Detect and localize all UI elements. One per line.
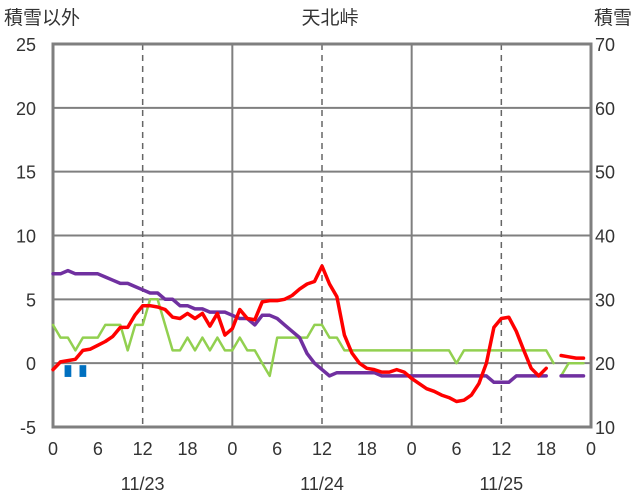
x-tick-label: 18 xyxy=(357,439,377,459)
right-tick-label: 60 xyxy=(595,99,615,119)
chart-title: 天北峠 xyxy=(301,7,358,29)
left-tick-label: 0 xyxy=(26,354,36,374)
x-tick-label: 18 xyxy=(177,439,197,459)
right-tick-label: 20 xyxy=(595,354,615,374)
left-tick-label: 20 xyxy=(16,99,36,119)
x-tick-label: 0 xyxy=(586,439,596,459)
precipitation-bar xyxy=(64,365,72,377)
x-tick-label: 12 xyxy=(491,439,511,459)
right-tick-label: 40 xyxy=(595,227,615,247)
x-tick-label: 6 xyxy=(93,439,103,459)
x-tick-label: 12 xyxy=(312,439,332,459)
x-tick-label: 6 xyxy=(272,439,282,459)
temperature-line xyxy=(51,264,548,404)
right-tick-label: 30 xyxy=(595,290,615,310)
left-tick-label: 25 xyxy=(16,35,36,55)
x-tick-label: 0 xyxy=(48,439,58,459)
right-tick-label: 50 xyxy=(595,163,615,183)
plot-frame xyxy=(51,42,593,429)
x-tick-label: 12 xyxy=(133,439,153,459)
left-axis-label: 積雪以外 xyxy=(4,7,80,29)
wind-line xyxy=(559,361,585,378)
right-tick-label: 10 xyxy=(595,418,615,438)
precipitation-bar xyxy=(79,365,87,377)
date-label: 11/24 xyxy=(300,474,344,494)
temperature-line xyxy=(559,353,586,360)
left-tick-label: 10 xyxy=(16,227,36,247)
date-label: 11/23 xyxy=(121,474,165,494)
series-layer xyxy=(51,264,586,404)
left-tick-label: 5 xyxy=(26,290,36,310)
snow-depth-line xyxy=(51,268,548,385)
left-tick-label: -5 xyxy=(20,418,36,438)
wind-line xyxy=(51,298,555,378)
grid xyxy=(53,44,591,427)
right-axis-label: 積雪 xyxy=(594,7,632,29)
date-label: 11/25 xyxy=(479,474,523,494)
x-tick-label: 6 xyxy=(451,439,461,459)
x-tick-label: 0 xyxy=(227,439,237,459)
x-tick-label: 18 xyxy=(536,439,556,459)
left-tick-label: 15 xyxy=(16,163,36,183)
right-tick-label: 70 xyxy=(595,35,615,55)
x-tick-label: 0 xyxy=(407,439,417,459)
